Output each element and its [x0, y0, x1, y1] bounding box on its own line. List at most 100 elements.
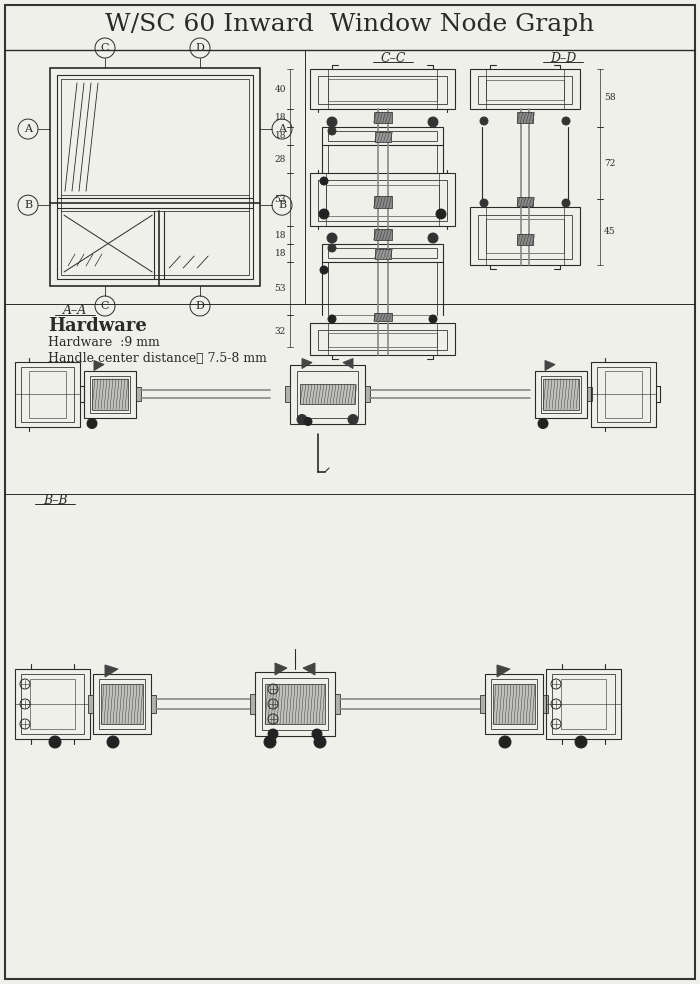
Bar [151, 695, 156, 713]
Circle shape [312, 729, 322, 739]
Bar [480, 695, 485, 713]
Bar [546, 669, 621, 739]
Text: 32: 32 [274, 327, 286, 336]
Text: 28: 28 [274, 154, 286, 163]
Circle shape [328, 127, 336, 135]
Text: 72: 72 [604, 158, 615, 167]
Bar [486, 219, 564, 253]
Bar [15, 669, 90, 739]
Bar [478, 215, 572, 259]
Bar [262, 678, 328, 730]
Text: D–D: D–D [550, 51, 576, 65]
Bar [285, 386, 290, 402]
Bar [591, 361, 656, 426]
Circle shape [480, 199, 488, 207]
Bar [328, 333, 437, 347]
Text: 53: 53 [274, 284, 286, 293]
Bar [318, 330, 447, 350]
Bar [265, 684, 325, 724]
Bar [491, 679, 537, 729]
Bar [92, 379, 128, 409]
Circle shape [264, 736, 276, 748]
Text: 53: 53 [274, 195, 286, 204]
Circle shape [320, 177, 328, 185]
Bar [374, 196, 391, 208]
Bar [322, 127, 443, 145]
Polygon shape [105, 665, 118, 677]
Bar [478, 76, 572, 104]
Bar [374, 132, 391, 142]
Circle shape [87, 418, 97, 428]
Bar [21, 366, 74, 421]
Bar [21, 674, 84, 734]
Circle shape [314, 736, 326, 748]
Bar [543, 379, 579, 409]
Text: A: A [24, 124, 32, 134]
Bar [486, 80, 564, 100]
Bar [57, 75, 253, 279]
Bar [101, 684, 143, 724]
Circle shape [327, 233, 337, 243]
Bar [470, 207, 580, 265]
Bar [29, 371, 66, 417]
Bar [485, 674, 543, 734]
Bar [93, 674, 151, 734]
Bar [15, 361, 80, 426]
Bar [99, 679, 145, 729]
Circle shape [297, 414, 307, 424]
Bar [517, 234, 533, 245]
Bar [255, 672, 335, 736]
Polygon shape [94, 360, 104, 371]
Bar [335, 694, 340, 714]
Bar [543, 695, 548, 713]
Polygon shape [343, 358, 353, 368]
Circle shape [436, 209, 446, 219]
Text: C: C [101, 301, 109, 311]
Bar [470, 69, 580, 109]
Circle shape [429, 315, 437, 323]
Bar [374, 249, 391, 259]
Text: C: C [101, 43, 109, 53]
Text: Hardware: Hardware [48, 317, 147, 335]
Circle shape [562, 117, 570, 125]
Circle shape [538, 418, 548, 428]
Polygon shape [545, 360, 555, 371]
Bar [517, 112, 533, 123]
Bar [493, 684, 535, 724]
Bar [61, 79, 249, 275]
Circle shape [575, 736, 587, 748]
Bar [517, 197, 533, 206]
Circle shape [49, 736, 61, 748]
Bar [318, 180, 447, 221]
Circle shape [428, 117, 438, 127]
Bar [374, 313, 391, 321]
Circle shape [107, 736, 119, 748]
Bar [30, 679, 75, 729]
Circle shape [328, 244, 336, 252]
Text: W/SC 60 Inward  Window Node Graph: W/SC 60 Inward Window Node Graph [105, 14, 595, 36]
Text: 58: 58 [604, 93, 615, 102]
Text: 40: 40 [274, 85, 286, 93]
Circle shape [499, 736, 511, 748]
Circle shape [327, 117, 337, 127]
Circle shape [428, 233, 438, 243]
Text: A: A [278, 124, 286, 134]
Text: B: B [278, 200, 286, 211]
Polygon shape [497, 665, 510, 677]
Bar [250, 694, 255, 714]
Text: 18: 18 [274, 113, 286, 122]
Polygon shape [303, 663, 315, 675]
Text: D: D [195, 43, 204, 53]
Bar [310, 323, 455, 355]
Bar [535, 371, 587, 417]
Bar [297, 371, 358, 417]
Bar [374, 229, 391, 240]
Bar [88, 695, 93, 713]
Bar [328, 248, 437, 258]
Bar [84, 371, 136, 417]
Bar [552, 674, 615, 734]
Bar [300, 384, 355, 404]
Bar [328, 131, 437, 141]
Circle shape [348, 414, 358, 424]
Text: B: B [24, 200, 32, 211]
